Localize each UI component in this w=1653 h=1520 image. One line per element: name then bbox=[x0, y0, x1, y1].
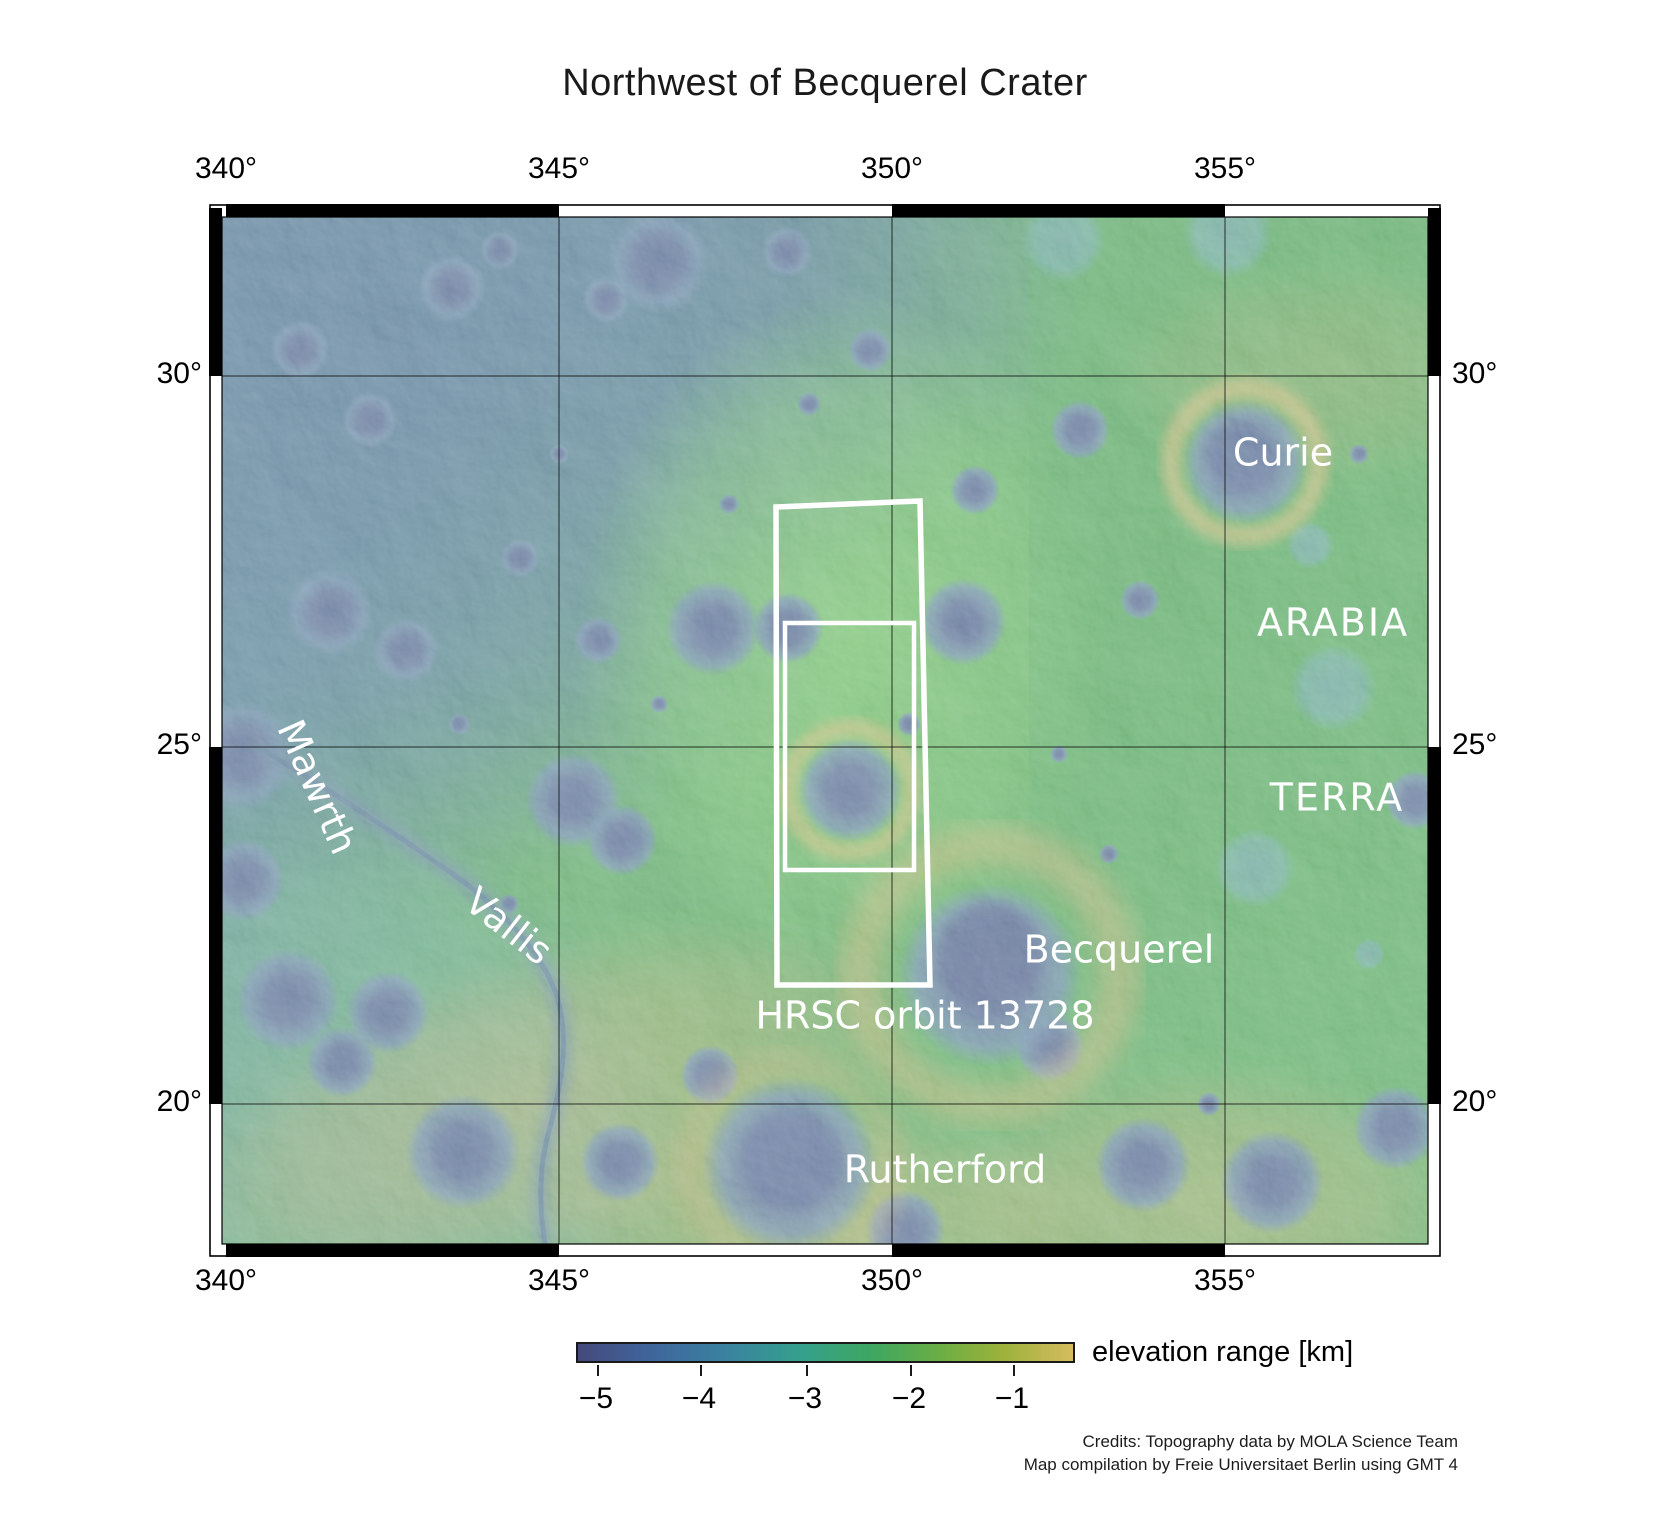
hrsc-detail-box-outline bbox=[782, 620, 917, 873]
lat-label-left-25: 25° bbox=[156, 728, 202, 761]
credits-line-1: Credits: Topography data by MOLA Science… bbox=[1082, 1432, 1458, 1451]
lat-label-left-20: 20° bbox=[156, 1085, 202, 1118]
map-border bbox=[209, 204, 1441, 1257]
label-rutherford: Rutherford bbox=[844, 1148, 1046, 1192]
lon-label-bottom-355: 355° bbox=[1193, 1264, 1257, 1297]
hrsc-orbit-strip-outline bbox=[773, 498, 933, 988]
lon-label-top-340: 340° bbox=[194, 152, 258, 185]
colorbar-tick-label: −5 bbox=[578, 1382, 614, 1415]
colorbar-tick-label: −1 bbox=[994, 1382, 1030, 1415]
lon-label-bottom-345: 345° bbox=[527, 1264, 591, 1297]
terrain-layer: Curie ARABIA TERRA Becquerel HRSC orbit … bbox=[222, 217, 1428, 1244]
label-arabia: ARABIA bbox=[1257, 601, 1409, 645]
credits: Credits: Topography data by MOLA Science… bbox=[1024, 1430, 1458, 1476]
lat-label-right-30: 30° bbox=[1452, 357, 1498, 390]
lon-label-top-345: 345° bbox=[527, 152, 591, 185]
lon-label-bottom-350: 350° bbox=[860, 1264, 924, 1297]
colorbar-tick bbox=[1013, 1365, 1015, 1376]
map-frame: Curie ARABIA TERRA Becquerel HRSC orbit … bbox=[209, 204, 1441, 1257]
lon-label-bottom-340: 340° bbox=[194, 1264, 258, 1297]
label-terra: TERRA bbox=[1269, 776, 1404, 820]
colorbar-tick bbox=[700, 1365, 702, 1376]
label-curie: Curie bbox=[1233, 431, 1333, 475]
colorbar-title: elevation range [km] bbox=[1092, 1336, 1354, 1368]
lon-label-top-355: 355° bbox=[1193, 152, 1257, 185]
lon-label-top-350: 350° bbox=[860, 152, 924, 185]
grain-overlay bbox=[222, 217, 1428, 1244]
graticule bbox=[222, 217, 1428, 1244]
page-title: Northwest of Becquerel Crater bbox=[562, 62, 1088, 104]
colorbar-tick-label: −2 bbox=[891, 1382, 927, 1415]
colorbar-tick bbox=[910, 1365, 912, 1376]
topography-map: Curie ARABIA TERRA Becquerel HRSC orbit … bbox=[209, 204, 1441, 1257]
elevation-colorbar bbox=[576, 1342, 1075, 1376]
label-hrsc-orbit: HRSC orbit 13728 bbox=[755, 994, 1094, 1038]
colorbar-tick-label: −3 bbox=[787, 1382, 823, 1415]
lat-label-right-20: 20° bbox=[1452, 1085, 1498, 1118]
colorbar-tick bbox=[597, 1365, 599, 1376]
credits-line-2: Map compilation by Freie Universitaet Be… bbox=[1023, 1455, 1458, 1474]
lat-label-left-30: 30° bbox=[156, 357, 202, 390]
lat-label-right-25: 25° bbox=[1452, 728, 1498, 761]
colorbar-tick bbox=[806, 1365, 808, 1376]
colorbar-tick-label: −4 bbox=[681, 1382, 717, 1415]
label-becquerel: Becquerel bbox=[1024, 928, 1215, 972]
hrsc-footprint bbox=[773, 498, 933, 988]
